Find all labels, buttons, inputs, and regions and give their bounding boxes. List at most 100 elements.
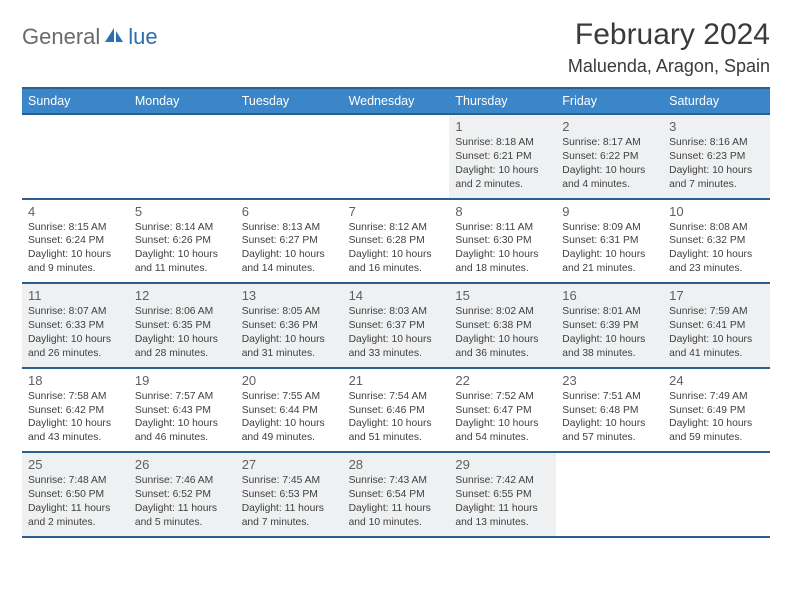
day-number: 22 (455, 373, 550, 388)
day-number: 9 (562, 204, 657, 219)
sunset-text: Sunset: 6:37 PM (349, 319, 444, 333)
weeks-container: 1Sunrise: 8:18 AMSunset: 6:21 PMDaylight… (22, 115, 770, 538)
day-header-fri: Friday (556, 89, 663, 113)
daylight-text: Daylight: 10 hours and 2 minutes. (455, 164, 550, 192)
sunrise-text: Sunrise: 8:05 AM (242, 305, 337, 319)
day-cell: 23Sunrise: 7:51 AMSunset: 6:48 PMDayligh… (556, 369, 663, 452)
day-cell: 5 Sunrise: 8:14 AMSunset: 6:26 PMDaylight… (129, 200, 236, 283)
day-cell (663, 453, 770, 536)
sunrise-text: Sunrise: 7:55 AM (242, 390, 337, 404)
daylight-text: Daylight: 10 hours and 54 minutes. (455, 417, 550, 445)
sunrise-text: Sunrise: 8:18 AM (455, 136, 550, 150)
day-header-sat: Saturday (663, 89, 770, 113)
daylight-text: Daylight: 10 hours and 49 minutes. (242, 417, 337, 445)
day-header-sun: Sunday (22, 89, 129, 113)
day-cell: 25Sunrise: 7:48 AMSunset: 6:50 PMDayligh… (22, 453, 129, 536)
day-cell: 28Sunrise: 7:43 AMSunset: 6:54 PMDayligh… (343, 453, 450, 536)
day-number: 6 (242, 204, 337, 219)
sunrise-text: Sunrise: 7:43 AM (349, 474, 444, 488)
day-number: 15 (455, 288, 550, 303)
day-number: 18 (28, 373, 123, 388)
daylight-text: Daylight: 10 hours and 21 minutes. (562, 248, 657, 276)
day-number: 24 (669, 373, 764, 388)
sunrise-text: Sunrise: 8:09 AM (562, 221, 657, 235)
sunrise-text: Sunrise: 8:17 AM (562, 136, 657, 150)
day-cell: 3Sunrise: 8:16 AMSunset: 6:23 PMDaylight… (663, 115, 770, 198)
sunset-text: Sunset: 6:54 PM (349, 488, 444, 502)
day-number: 10 (669, 204, 764, 219)
day-number: 27 (242, 457, 337, 472)
day-cell (236, 115, 343, 198)
day-cell: 6Sunrise: 8:13 AMSunset: 6:27 PMDaylight… (236, 200, 343, 283)
day-cell: 4Sunrise: 8:15 AMSunset: 6:24 PMDaylight… (22, 200, 129, 283)
day-cell: 21Sunrise: 7:54 AMSunset: 6:46 PMDayligh… (343, 369, 450, 452)
daylight-text: Daylight: 10 hours and 16 minutes. (349, 248, 444, 276)
day-number: 11 (28, 288, 123, 303)
week-row: 1Sunrise: 8:18 AMSunset: 6:21 PMDaylight… (22, 115, 770, 200)
daylight-text: Daylight: 10 hours and 38 minutes. (562, 333, 657, 361)
sunrise-text: Sunrise: 8:02 AM (455, 305, 550, 319)
title-block: February 2024 Maluenda, Aragon, Spain (568, 18, 770, 77)
sunrise-text: Sunrise: 8:15 AM (28, 221, 123, 235)
daylight-text: Daylight: 10 hours and 4 minutes. (562, 164, 657, 192)
day-number: 2 (562, 119, 657, 134)
sunset-text: Sunset: 6:33 PM (28, 319, 123, 333)
sunset-text: Sunset: 6:27 PM (242, 234, 337, 248)
day-number: 23 (562, 373, 657, 388)
day-cell: 18Sunrise: 7:58 AMSunset: 6:42 PMDayligh… (22, 369, 129, 452)
sunset-text: Sunset: 6:48 PM (562, 404, 657, 418)
day-cell: 16Sunrise: 8:01 AMSunset: 6:39 PMDayligh… (556, 284, 663, 367)
day-number: 29 (455, 457, 550, 472)
day-number: 28 (349, 457, 444, 472)
day-number: 26 (135, 457, 230, 472)
sunrise-text: Sunrise: 7:58 AM (28, 390, 123, 404)
week-row: 18Sunrise: 7:58 AMSunset: 6:42 PMDayligh… (22, 369, 770, 454)
day-number: 3 (669, 119, 764, 134)
sunset-text: Sunset: 6:28 PM (349, 234, 444, 248)
sunset-text: Sunset: 6:30 PM (455, 234, 550, 248)
sunrise-text: Sunrise: 8:14 AM (135, 221, 230, 235)
sunset-text: Sunset: 6:22 PM (562, 150, 657, 164)
sunset-text: Sunset: 6:26 PM (135, 234, 230, 248)
sunset-text: Sunset: 6:49 PM (669, 404, 764, 418)
week-row: 4Sunrise: 8:15 AMSunset: 6:24 PMDaylight… (22, 200, 770, 285)
day-cell: 19Sunrise: 7:57 AMSunset: 6:43 PMDayligh… (129, 369, 236, 452)
sunset-text: Sunset: 6:50 PM (28, 488, 123, 502)
sunrise-text: Sunrise: 8:01 AM (562, 305, 657, 319)
day-header-thu: Thursday (449, 89, 556, 113)
month-title: February 2024 (568, 18, 770, 52)
day-number: 25 (28, 457, 123, 472)
sunrise-text: Sunrise: 8:16 AM (669, 136, 764, 150)
daylight-text: Daylight: 10 hours and 41 minutes. (669, 333, 764, 361)
sunrise-text: Sunrise: 7:57 AM (135, 390, 230, 404)
day-cell: 27Sunrise: 7:45 AMSunset: 6:53 PMDayligh… (236, 453, 343, 536)
daylight-text: Daylight: 10 hours and 11 minutes. (135, 248, 230, 276)
daylight-text: Daylight: 10 hours and 46 minutes. (135, 417, 230, 445)
daylight-text: Daylight: 11 hours and 2 minutes. (28, 502, 123, 530)
day-cell: 11Sunrise: 8:07 AMSunset: 6:33 PMDayligh… (22, 284, 129, 367)
sunrise-text: Sunrise: 8:03 AM (349, 305, 444, 319)
sunrise-text: Sunrise: 8:06 AM (135, 305, 230, 319)
sunrise-text: Sunrise: 7:42 AM (455, 474, 550, 488)
sunset-text: Sunset: 6:36 PM (242, 319, 337, 333)
daylight-text: Daylight: 10 hours and 18 minutes. (455, 248, 550, 276)
day-number: 7 (349, 204, 444, 219)
day-cell: 1Sunrise: 8:18 AMSunset: 6:21 PMDaylight… (449, 115, 556, 198)
sunrise-text: Sunrise: 7:51 AM (562, 390, 657, 404)
day-number: 21 (349, 373, 444, 388)
day-number: 16 (562, 288, 657, 303)
logo: General lue (22, 24, 158, 50)
sunrise-text: Sunrise: 7:54 AM (349, 390, 444, 404)
logo-text-general: General (22, 24, 100, 50)
day-cell: 22Sunrise: 7:52 AMSunset: 6:47 PMDayligh… (449, 369, 556, 452)
day-cell: 2 Sunrise: 8:17 AMSunset: 6:22 PMDaylight… (556, 115, 663, 198)
daylight-text: Daylight: 10 hours and 51 minutes. (349, 417, 444, 445)
day-cell: 7Sunrise: 8:12 AMSunset: 6:28 PMDaylight… (343, 200, 450, 283)
sunrise-text: Sunrise: 8:11 AM (455, 221, 550, 235)
calendar-page: General lue February 2024 Maluenda, Arag… (0, 0, 792, 556)
sunrise-text: Sunrise: 7:59 AM (669, 305, 764, 319)
day-number: 5 (135, 204, 230, 219)
day-cell (129, 115, 236, 198)
sunset-text: Sunset: 6:41 PM (669, 319, 764, 333)
day-cell: 26Sunrise: 7:46 AMSunset: 6:52 PMDayligh… (129, 453, 236, 536)
